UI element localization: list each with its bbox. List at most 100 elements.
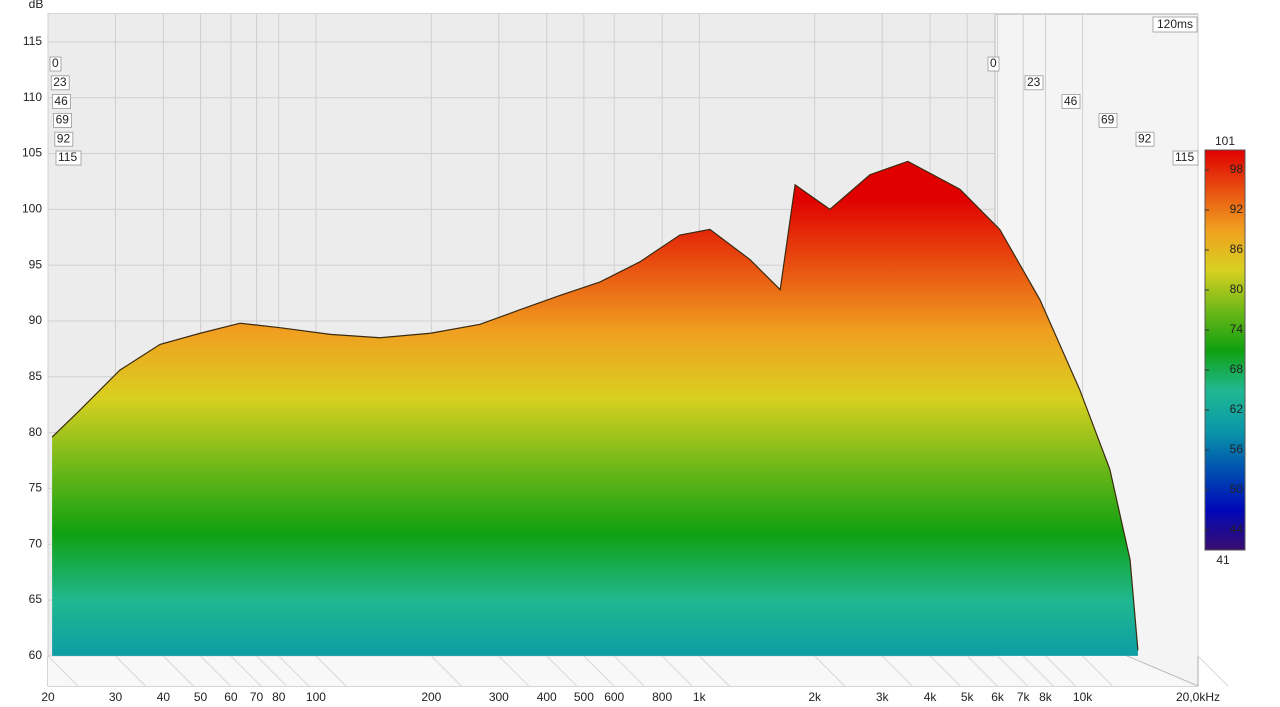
time-tick-label: 69: [56, 113, 70, 127]
time-tick-label: 46: [1064, 94, 1078, 108]
grid-line: [163, 655, 194, 687]
x-tick-label: 50: [194, 690, 208, 704]
x-tick-label: 6k: [991, 690, 1005, 704]
colorbar-tick-label: 44: [1230, 522, 1244, 536]
grid-line: [1045, 655, 1076, 687]
y-tick-label: 60: [29, 648, 43, 662]
grid-line: [430, 655, 462, 687]
time-tick-box: [52, 94, 71, 109]
time-box: [1152, 16, 1198, 33]
grid-line: [698, 655, 730, 687]
grid-line: [230, 655, 262, 687]
grid-line: [200, 655, 231, 687]
x-tick-label: 20: [41, 690, 55, 704]
grid-line: [613, 655, 645, 687]
grid-line: [1022, 655, 1054, 687]
x-tick-label: 40: [157, 690, 171, 704]
x-tick-label: 100: [306, 690, 326, 704]
x-tick-label: 600: [604, 690, 624, 704]
y-tick-label: 65: [29, 592, 43, 606]
x-tick-label: 70: [250, 690, 264, 704]
x-tick-label: 5k: [961, 690, 975, 704]
time-tick-box: [54, 131, 74, 147]
grid-line: [814, 655, 846, 687]
colorbar-tick-label: 68: [1230, 362, 1244, 376]
colorbar-tick-label: 62: [1230, 402, 1244, 416]
y-tick-label: 70: [29, 536, 43, 550]
x-tick-label: 300: [489, 690, 509, 704]
x-tick-label: 400: [537, 690, 557, 704]
y-tick-label: 110: [23, 90, 42, 104]
x-tick-label: 8k: [1039, 690, 1053, 704]
grid-line: [278, 655, 310, 687]
y-tick-label: 95: [29, 257, 43, 271]
x-tick-label: 10k: [1073, 690, 1093, 704]
y-tick-label: 80: [29, 425, 43, 439]
x-tick-label: 2k: [808, 690, 822, 704]
time-tick-label: 115: [1175, 150, 1194, 164]
grid-line: [498, 655, 530, 687]
time-tick-box: [55, 150, 82, 166]
y-tick-label: 100: [22, 202, 42, 216]
time-tick-box: [53, 113, 72, 128]
colorbar-tick-label: 74: [1230, 322, 1244, 336]
x-tick-label: 3k: [876, 690, 890, 704]
y-tick-label: 90: [29, 313, 43, 327]
colorbar-tick-label: 92: [1230, 202, 1244, 216]
grid-line: [1197, 655, 1229, 687]
colorbar-min: 41: [1216, 553, 1230, 567]
time-tick-label: 46: [54, 94, 68, 108]
y-tick-label: 115: [23, 34, 42, 48]
time-tick-label: 69: [1101, 113, 1115, 127]
colorbar-tick-label: 80: [1230, 282, 1244, 296]
grid-line: [1082, 655, 1113, 687]
time-tick-label: 115: [58, 150, 77, 164]
x-tick-label: 60: [224, 690, 238, 704]
grid-line: [881, 655, 913, 687]
y-unit: dB: [29, 0, 44, 11]
x-tick-label: 500: [574, 690, 594, 704]
surface: [52, 161, 1138, 656]
colorbar-tick-label: 50: [1230, 482, 1244, 496]
time-tick-label: 0: [52, 56, 59, 70]
grid-line: [661, 655, 693, 687]
colorbar-tick-label: 56: [1230, 442, 1244, 456]
x-tick-label: 1k: [693, 690, 707, 704]
grid-line: [546, 655, 578, 687]
time-tick-box: [1172, 150, 1199, 166]
y-tick-label: 75: [29, 481, 43, 495]
colorbar-max: 101: [1215, 134, 1235, 148]
crest-line: [51, 160, 1139, 651]
x-tick-label: 800: [652, 690, 672, 704]
x-tick-label: 7k: [1017, 690, 1031, 704]
colorbar-tick-label: 98: [1230, 162, 1244, 176]
grid-line: [997, 655, 1028, 687]
time-tick-label: 92: [57, 131, 71, 145]
time-tick-box: [987, 56, 1000, 72]
time-tick-label: 92: [1138, 131, 1152, 145]
time-tick-label: 0: [990, 56, 997, 70]
grid-line: [315, 655, 347, 687]
x-tick-label: 20,0kHz: [1176, 690, 1220, 704]
time-tick-box: [1135, 131, 1155, 147]
colorbar-tick-label: 86: [1230, 242, 1244, 256]
time-tick-label: 23: [1027, 75, 1041, 89]
time-tick-box: [1024, 75, 1044, 91]
grid-line: [256, 655, 287, 687]
x-tick-label: 4k: [924, 690, 938, 704]
time-tick-box: [49, 56, 62, 72]
grid-line: [966, 655, 998, 687]
grid-line: [929, 655, 961, 687]
x-tick-label: 80: [272, 690, 286, 704]
y-tick-label: 105: [22, 146, 42, 160]
time-tick-label: 23: [53, 75, 67, 89]
grid-line: [115, 655, 146, 687]
x-tick-label: 30: [109, 690, 123, 704]
time-tick-box: [1061, 94, 1081, 109]
time-tick-box: [50, 75, 70, 91]
y-tick-label: 85: [29, 369, 43, 383]
x-tick-label: 200: [421, 690, 441, 704]
time-tick-box: [1098, 113, 1118, 128]
time-label: 120ms: [1157, 17, 1193, 31]
